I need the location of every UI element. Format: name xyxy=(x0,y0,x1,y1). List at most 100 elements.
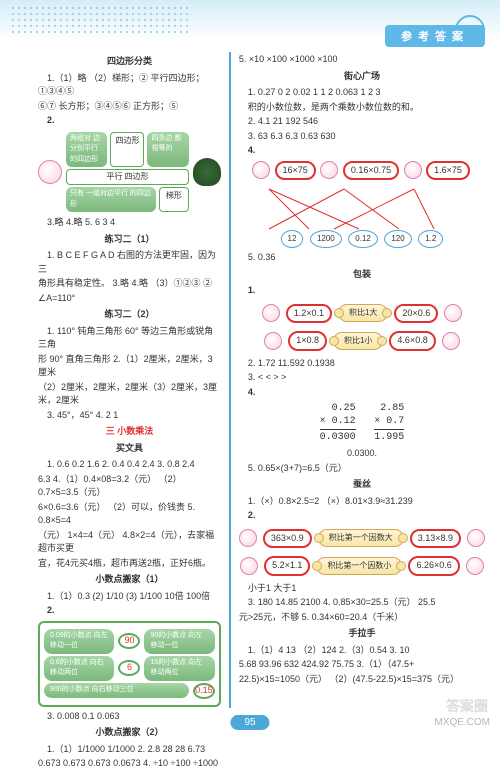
answer-line: 6.3 4.（1）0.4×08=3.2（元） （2）0.7×5=3.5（元） xyxy=(38,473,221,500)
answer-line: 1.（1）1/1000 1/1000 2. 2.8 28 28 6.73 xyxy=(38,743,221,757)
pill-row-top: 16×75 0.16×0.75 1.6×75 xyxy=(239,159,485,183)
answer-line: 3. 63 6.3 6.3 0.63 630 xyxy=(239,130,485,144)
dog-icon xyxy=(240,557,258,575)
dog-icon xyxy=(467,529,485,547)
pill: 20×0.6 xyxy=(394,304,438,324)
diagram-cell: 平行 四边形 xyxy=(66,169,189,185)
dog-icon xyxy=(444,304,462,322)
answer-line: 3.略 4.略 5. 6 3 4 xyxy=(38,216,221,230)
calc-line: × 0.7 xyxy=(374,415,404,428)
pill: 0.16×0.75 xyxy=(343,161,399,181)
answer-line: 6×0.6=3.6（元） （2）可以，价钱贵 5. 0.8×5=4 xyxy=(38,501,221,528)
section-title: 练习二（1） xyxy=(38,233,221,247)
cartoon-icon xyxy=(404,161,422,179)
dog-icon xyxy=(466,557,484,575)
answer-line: 1.（1）4 13 （2）124 2.（3）0.54 3. 10 xyxy=(239,644,485,658)
answer-line: 4. xyxy=(239,386,485,400)
answer-line: （元） 1×4=4（元） 4.8×2=4（元），去家福超市买更 xyxy=(38,529,221,556)
answer-line: 5. 0.36 xyxy=(239,251,485,265)
answer-line: 小于1 大于1 xyxy=(239,582,485,596)
diagram-cell: 四边形 xyxy=(110,132,144,168)
section-title: 手拉手 xyxy=(239,627,485,641)
dog-icon xyxy=(264,332,282,350)
bone-label: 积比1小 xyxy=(333,332,383,350)
section-title: 买文具 xyxy=(38,442,221,456)
cross-lines xyxy=(239,184,485,234)
cartoon-icon xyxy=(252,161,270,179)
pill: 363×0.9 xyxy=(263,529,312,549)
diagram-cell: 梯形 xyxy=(159,187,189,212)
answer-line: 1. 110° 钝角三角形 60° 等边三角形或锐角三角 xyxy=(38,325,221,352)
pill: 1.2×0.1 xyxy=(286,304,332,324)
answer-line: 5. 0.65×(3+7)=6.5（元） xyxy=(239,462,485,476)
left-column: 四边形分类 1.（1）略 （2）梯形；② 平行四边形；①③④⑤ ⑥⑦ 长方形；③… xyxy=(38,52,221,708)
dog-icon xyxy=(442,332,460,350)
cartoon-icon xyxy=(320,161,338,179)
answer-line: 形 90° 直角三角形 2.（1）2厘米，2厘米，3厘米 xyxy=(38,353,221,380)
pill: 6.26×0.6 xyxy=(408,556,459,576)
page-number: 95 xyxy=(230,715,269,730)
bone-label: 积比第一个因数大 xyxy=(318,529,404,547)
answer-line: 2. xyxy=(239,509,485,523)
bone-diagram-1: 1.2×0.1 积比1大 20×0.6 1×0.8 积比1小 4.6×0.8 xyxy=(239,302,485,353)
answer-line: 宜，花4元买4瓶，超市再送2瓶，正好6瓶。 xyxy=(38,557,221,571)
answer-line: 1.（1）略 （2）梯形；② 平行四边形；①③④⑤ xyxy=(38,72,221,99)
circle-number: 90 xyxy=(118,633,140,649)
pill: 1.6×75 xyxy=(426,161,470,181)
diagram-bubble: 只有 一组对边平行 的四边形 xyxy=(66,187,156,212)
bone-label: 积比1大 xyxy=(338,304,388,322)
vertical-calc-row: 0.25 × 0.12 0.0300 2.85 × 0.7 1.995 xyxy=(239,400,485,446)
chapter-title: 三 小数乘法 xyxy=(38,425,221,439)
right-column: 5. ×10 ×100 ×1000 ×100 街心广场 1. 0.27 0 2 … xyxy=(239,52,485,708)
answer-line: 2. 1.72 11.592 0.1938 xyxy=(239,357,485,371)
pill: 1×0.8 xyxy=(288,331,327,351)
calc-line: × 0.12 xyxy=(320,415,356,428)
vertical-calc: 0.25 × 0.12 0.0300 xyxy=(320,402,356,444)
pill: 4.6×0.8 xyxy=(389,331,435,351)
diagram-bubble: 两组对 边分别平行 的四边形 xyxy=(66,132,107,168)
section-title: 包装 xyxy=(239,268,485,282)
section-title: 小数点搬家（2） xyxy=(38,726,221,740)
dots-pattern xyxy=(10,5,190,35)
answer-line: （2）2厘米，2厘米，2厘米（3）2厘米，3厘米，2厘米 xyxy=(38,381,221,408)
column-divider xyxy=(229,52,231,708)
content-two-columns: 四边形分类 1.（1）略 （2）梯形；② 平行四边形；①③④⑤ ⑥⑦ 长方形；③… xyxy=(38,52,485,708)
section-title: 四边形分类 xyxy=(38,55,221,69)
answer-line: 元>25元，不够 5. 0.34×60=20.4（千米） xyxy=(239,611,485,625)
answer-line: 角形具有稳定性。 3.略 4.略 （3）①②③ ② xyxy=(38,277,221,291)
answer-line: 0.0300. xyxy=(239,447,485,461)
answer-line: 3. 45°，45° 4. 2 1 xyxy=(38,409,221,423)
answer-line: 0.673 0.673 0.673 0.0673 4. ÷10 ÷100 ÷10… xyxy=(38,757,221,771)
calc-line: 0.25 xyxy=(320,402,356,415)
answer-line: 积的小数位数，是两个乘数小数位数的和。 xyxy=(239,101,485,115)
answer-line: 1. B C E F G A D 右图的方法更牢固，因为三 xyxy=(38,249,221,276)
section-title: 街心广场 xyxy=(239,70,485,84)
answer-line: 3. 0.008 0.1 0.063 xyxy=(38,710,221,724)
section-title: 蚕丝 xyxy=(239,478,485,492)
calc-line: 1.995 xyxy=(374,431,404,444)
answer-line: 1. 0.27 0 2 0.02 1 1 2 0.063 1 2 3 xyxy=(239,86,485,100)
green-diagram: 0.09的小数点 向左移动一位 90 90的小数点 向左移动一位 0.6的小数点… xyxy=(38,621,221,707)
answer-line: 1.（1）0.3 (2) 1/10 (3) 1/100 10倍 100倍 xyxy=(38,590,221,604)
answer-line: ⑥⑦ 长方形；③④⑤⑥ 正方形；⑤ xyxy=(38,100,221,114)
vertical-calc: 2.85 × 0.7 1.995 xyxy=(374,402,404,444)
answer-line: 5. ×10 ×100 ×1000 ×100 xyxy=(239,53,485,67)
watermark-cn: 答案圈 xyxy=(446,696,488,716)
tree-icon xyxy=(193,158,221,186)
section-title: 小数点搬家（1） xyxy=(38,573,221,587)
diagram-bubble: 四条边 都相等的 xyxy=(147,132,188,168)
green-bubble: 0.6的小数点 向右移动两位 xyxy=(44,656,114,681)
answer-line: 2. 4.1 21 192 546 xyxy=(239,115,485,129)
bone-diagram-2: 363×0.9 积比第一个因数大 3.13×8.9 5.2×1.1 积比第一个因… xyxy=(239,527,485,578)
answer-line: 1. 0.6 0.2 1.6 2. 0.4 0.4 2.4 3. 0.8 2.4 xyxy=(38,458,221,472)
cartoon-icon xyxy=(38,160,62,184)
answer-line: 4. xyxy=(239,144,485,158)
green-bubble: 0.09的小数点 向左移动一位 xyxy=(44,629,114,654)
classification-diagram: 两组对 边分别平行 的四边形 四边形 四条边 都相等的 平行 四边形 只有 一组… xyxy=(38,132,221,213)
answer-line: 22.5)×15=1050（元） （2）(47.5-22.5)×15=375（元… xyxy=(239,673,485,687)
answer-line: 1. xyxy=(239,284,485,298)
calc-line: 0.0300 xyxy=(320,431,356,444)
answer-line: 1.（×）0.8×2.5=2 （×）8.01×3.9≈31.239 xyxy=(239,495,485,509)
circle-number: 0.15 xyxy=(193,683,215,699)
dog-icon xyxy=(239,529,257,547)
